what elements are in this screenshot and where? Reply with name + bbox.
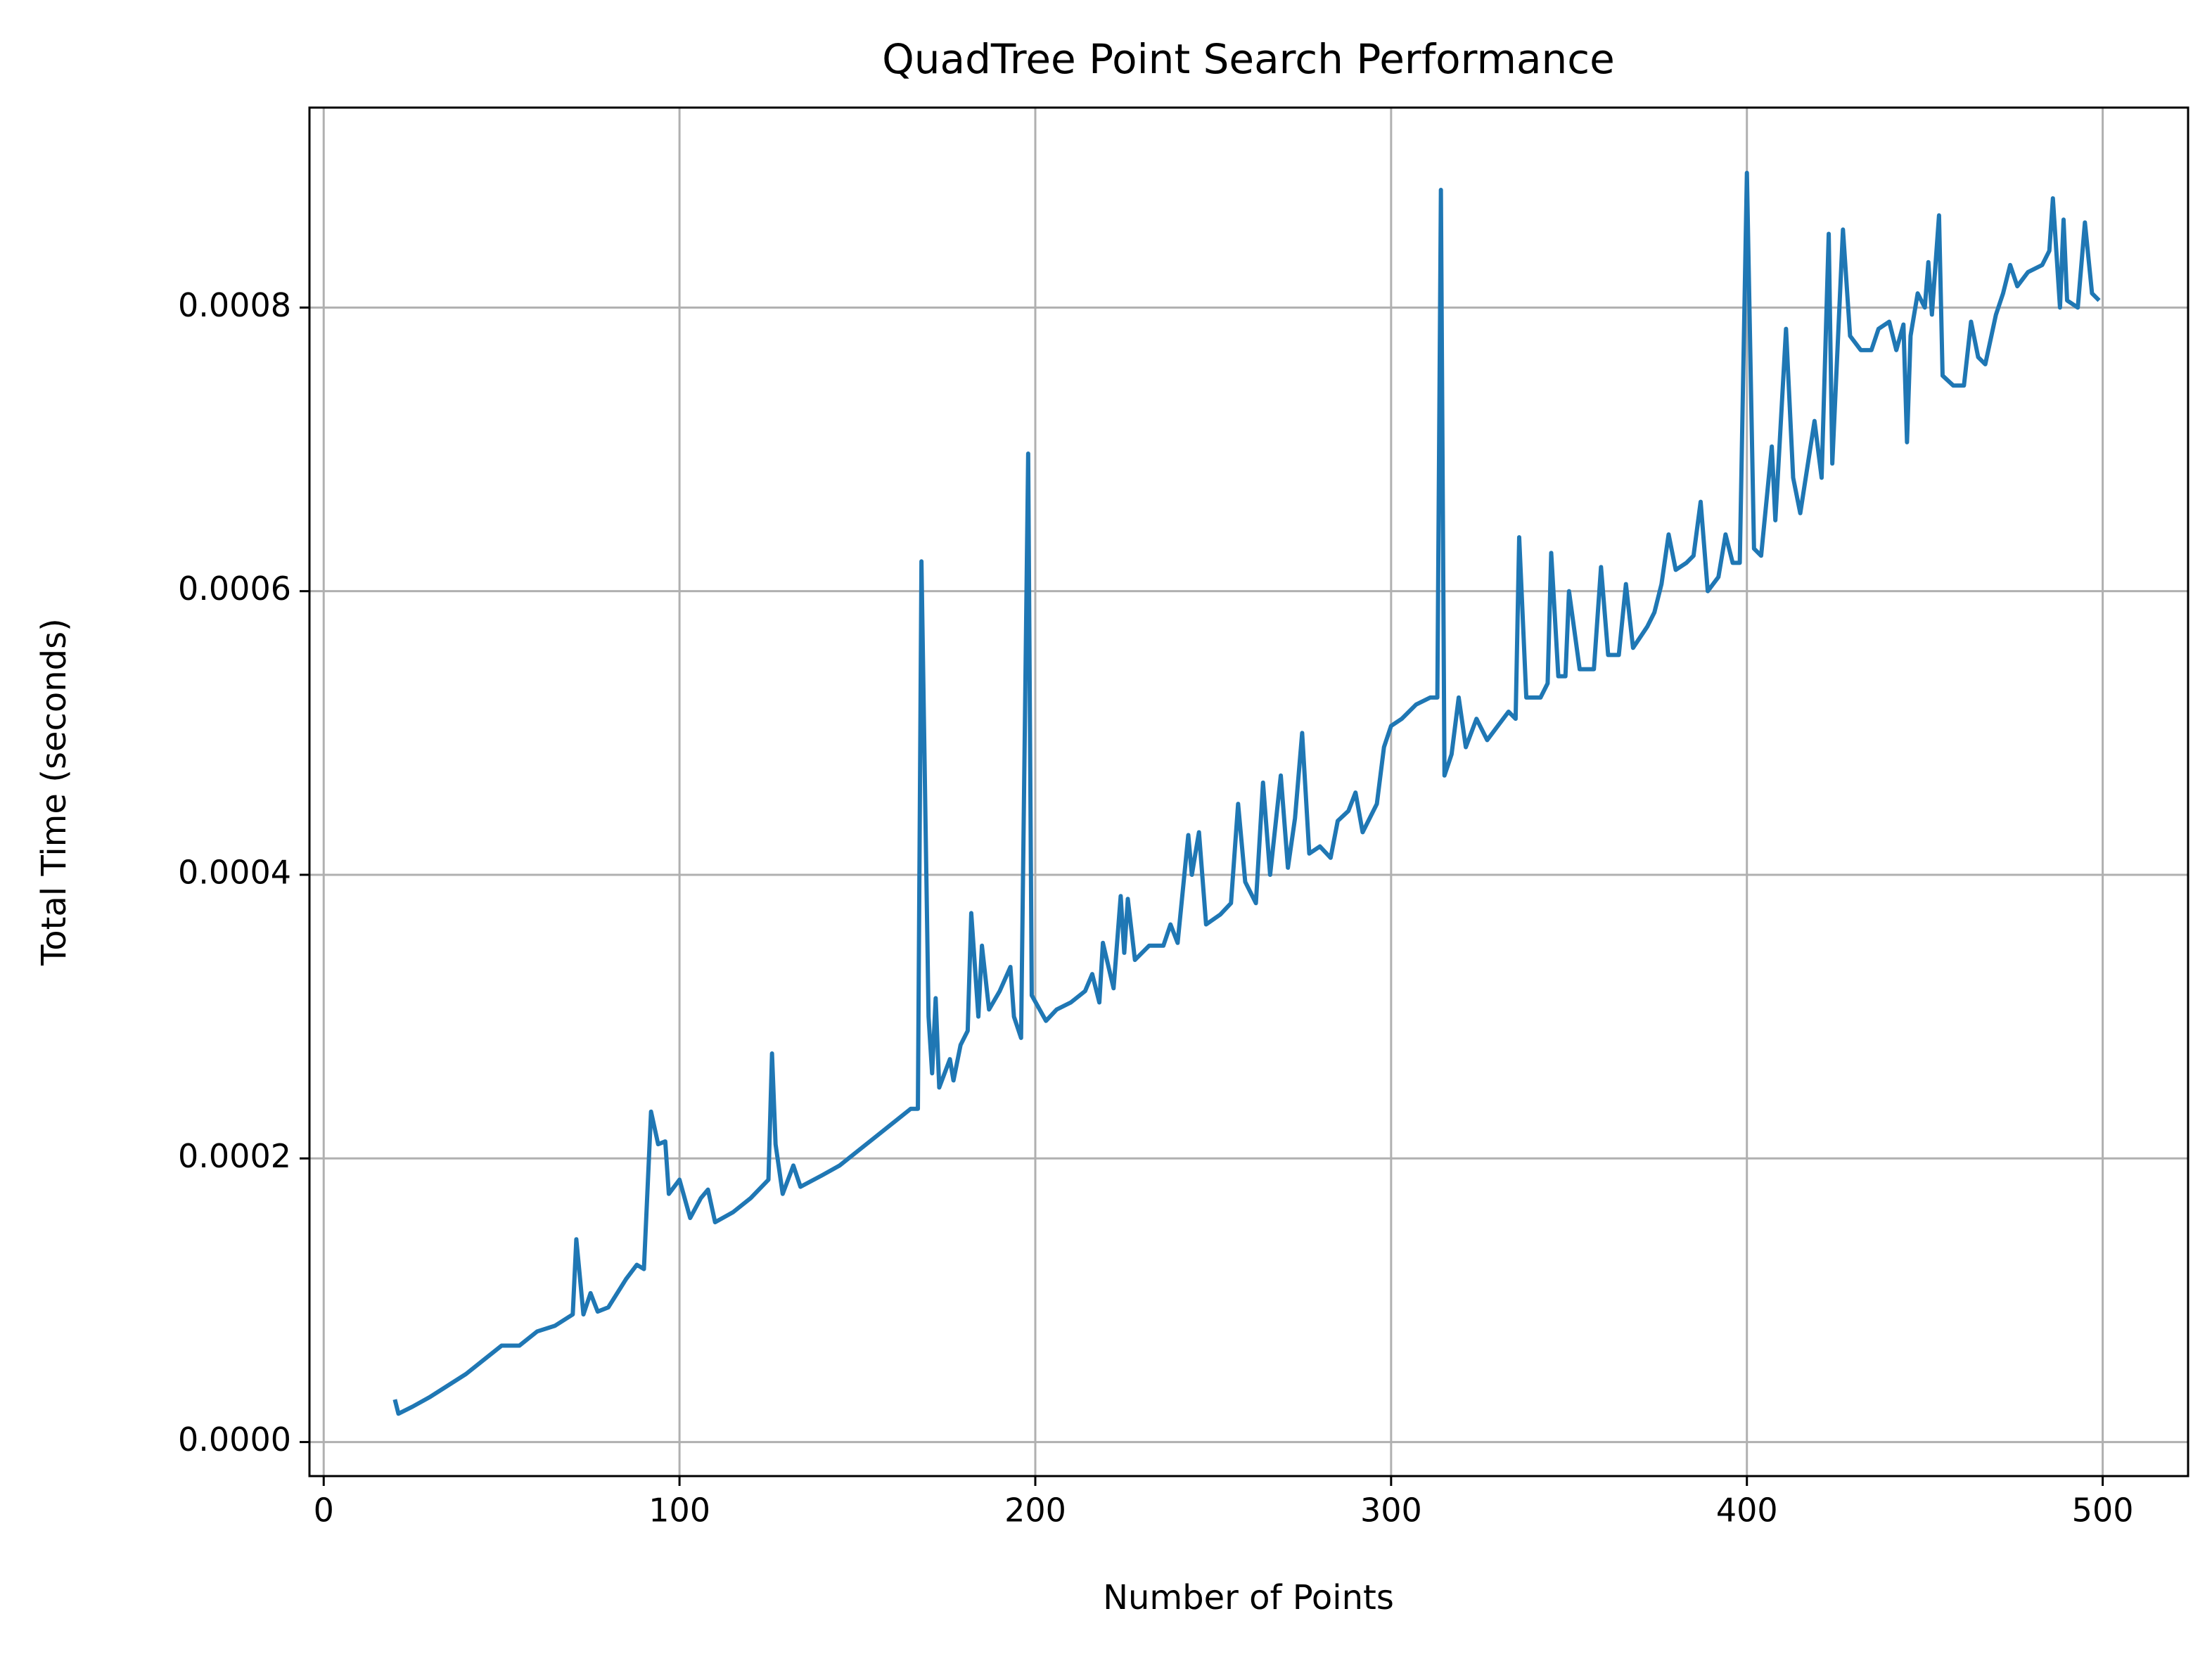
data-line [392,170,2101,1416]
y-tick-label: 0.0000 [178,1421,291,1459]
y-tick-label: 0.0002 [178,1137,291,1175]
y-tick-label: 0.0006 [178,570,291,608]
y-tick-label: 0.0008 [178,286,291,324]
x-tick-label: 0 [314,1492,334,1530]
x-tick-label: 500 [2072,1492,2134,1530]
x-tick-label: 400 [1716,1492,1778,1530]
x-tick-label: 100 [648,1492,710,1530]
x-tick-label: 200 [1004,1492,1066,1530]
chart-title: QuadTree Point Search Performance [882,35,1615,83]
y-axis-label: Total Time (seconds) [34,618,74,966]
x-tick-label: 300 [1360,1492,1422,1530]
x-axis-label: Number of Points [1103,1578,1394,1617]
axes-frame [308,106,2189,1477]
y-tick-label: 0.0004 [178,853,291,891]
